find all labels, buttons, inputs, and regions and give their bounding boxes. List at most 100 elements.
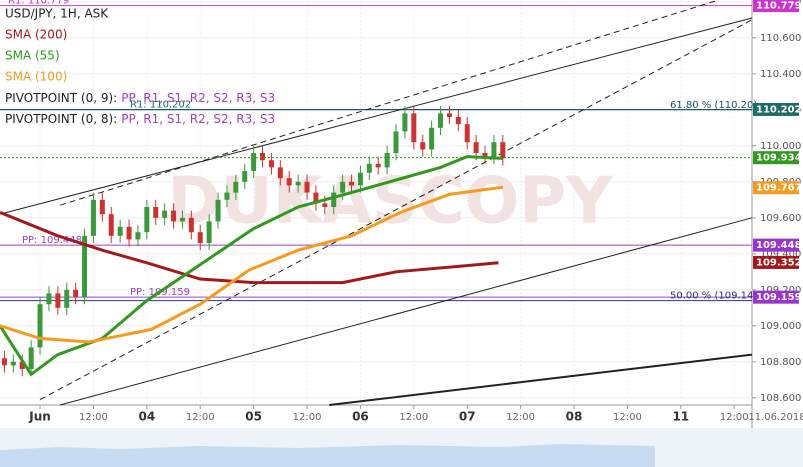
x-tick-label: 12:00 — [293, 412, 322, 423]
x-tick-label: 12:00 — [720, 412, 749, 423]
candle-body — [10, 361, 16, 366]
price-tag-label: 110.202 — [756, 104, 802, 115]
legend-title: USD/JPY, 1H, ASK — [5, 7, 109, 21]
price-tag — [753, 151, 799, 165]
candle-body — [438, 113, 444, 128]
candle-body — [384, 153, 390, 168]
level-label: 61.80 % (110.20) — [670, 100, 757, 111]
x-tick-label: Jun — [28, 410, 51, 424]
pivot-legend-items: PP, R1, S1, R2, S2, R3, S3 — [121, 112, 275, 126]
candle-body — [500, 142, 506, 159]
candle-body — [215, 199, 221, 222]
candle-body — [491, 142, 497, 157]
trend-line — [39, 19, 753, 401]
pivot-legend-label: PIVOTPOINT (0, 8): — [5, 112, 117, 126]
watermark: DUKASCOPY — [168, 165, 614, 239]
pivot-legend: PIVOTPOINT (0, 8): PP, R1, S1, R2, S2, R3… — [5, 112, 275, 126]
candle-body — [19, 361, 25, 369]
candle-body — [197, 232, 203, 243]
x-tick-label: 04 — [138, 410, 155, 424]
candle-body — [260, 153, 266, 161]
candle-body — [375, 163, 381, 168]
candle-body — [90, 199, 96, 236]
x-tick-label: 12:00 — [399, 412, 428, 423]
price-tag-label: 109.159 — [756, 292, 802, 303]
candle-body — [357, 172, 363, 186]
candle-body — [473, 142, 479, 153]
candle-body — [455, 117, 461, 125]
y-tick-label: 109.600 — [760, 213, 801, 224]
price-tag — [753, 0, 799, 13]
price-tag — [753, 238, 799, 252]
x-tick-label: 07 — [459, 410, 476, 424]
candle-body — [153, 207, 159, 218]
candle-body — [99, 199, 105, 215]
pivot-legend-items: PP, R1, S1, R2, S2, R3, S3 — [121, 91, 275, 105]
y-tick-label: 108.600 — [760, 393, 801, 404]
candle-body — [37, 304, 43, 348]
candle-body — [393, 131, 399, 153]
candle-body — [277, 167, 283, 179]
pivot-legend-label: PIVOTPOINT (0, 9): — [5, 91, 117, 105]
candle-body — [349, 181, 355, 186]
candle-body — [331, 192, 337, 207]
x-tick-label: 12:00 — [613, 412, 642, 423]
y-tick-label: 110.600 — [760, 33, 801, 44]
y-tick-label: 110.400 — [760, 69, 801, 80]
candle-body — [304, 181, 310, 193]
legend-entry: SMA (55) — [5, 49, 60, 63]
y-tick-label: 109.000 — [760, 321, 801, 332]
candle-body — [188, 217, 194, 233]
candle-body — [420, 142, 426, 150]
sma-line — [0, 211, 499, 285]
price-tag-label: 110.779 — [756, 1, 802, 12]
candle-body — [144, 207, 150, 233]
candle-body — [233, 181, 239, 193]
candle-body — [162, 210, 168, 218]
price-tag — [753, 181, 799, 195]
candle-body — [429, 127, 435, 150]
price-tag-label: 109.448 — [756, 240, 802, 251]
candle-body — [82, 235, 88, 297]
x-tick-label: 05 — [245, 410, 262, 424]
candle-body — [482, 153, 488, 157]
trend-line — [59, 0, 719, 206]
x-tick-label: 12:00 — [186, 412, 215, 423]
level-label: R1: 110.202 — [130, 99, 191, 110]
candle-body — [313, 192, 319, 204]
candle-body — [55, 293, 61, 308]
price-tag-label: 109.767 — [756, 183, 802, 194]
candle-body — [28, 347, 34, 369]
x-axis-date: 11.06.2018 — [748, 412, 803, 423]
candle-body — [446, 113, 452, 117]
candle-body — [46, 293, 52, 305]
legend-entry: SMA (200) — [5, 28, 67, 42]
y-tick-label: 110.000 — [760, 141, 801, 152]
price-tag — [753, 102, 799, 116]
candle-body — [366, 163, 372, 173]
price-tag-label: 109.934 — [756, 153, 802, 164]
candle-body — [206, 221, 212, 243]
candle-body — [251, 153, 257, 171]
candle-body — [295, 181, 301, 186]
level-label: PP: 109.448 — [22, 235, 82, 246]
candle-body — [242, 171, 248, 182]
candle-body — [126, 226, 132, 240]
legend-entry: SMA (100) — [5, 70, 67, 84]
x-tick-label: 11 — [672, 410, 689, 424]
candle-body — [171, 210, 177, 222]
candle-body — [340, 181, 346, 193]
sma-line — [0, 185, 504, 344]
candle-body — [179, 217, 185, 222]
candle-body — [64, 289, 70, 308]
x-tick-label: 08 — [566, 410, 583, 424]
trend-line — [59, 217, 753, 406]
trend-line — [0, 17, 753, 215]
candle-body — [1, 358, 7, 366]
candle-body — [411, 113, 417, 143]
candle-body — [402, 113, 408, 132]
y-tick-label: 108.800 — [760, 357, 801, 368]
candle-body — [268, 160, 274, 168]
